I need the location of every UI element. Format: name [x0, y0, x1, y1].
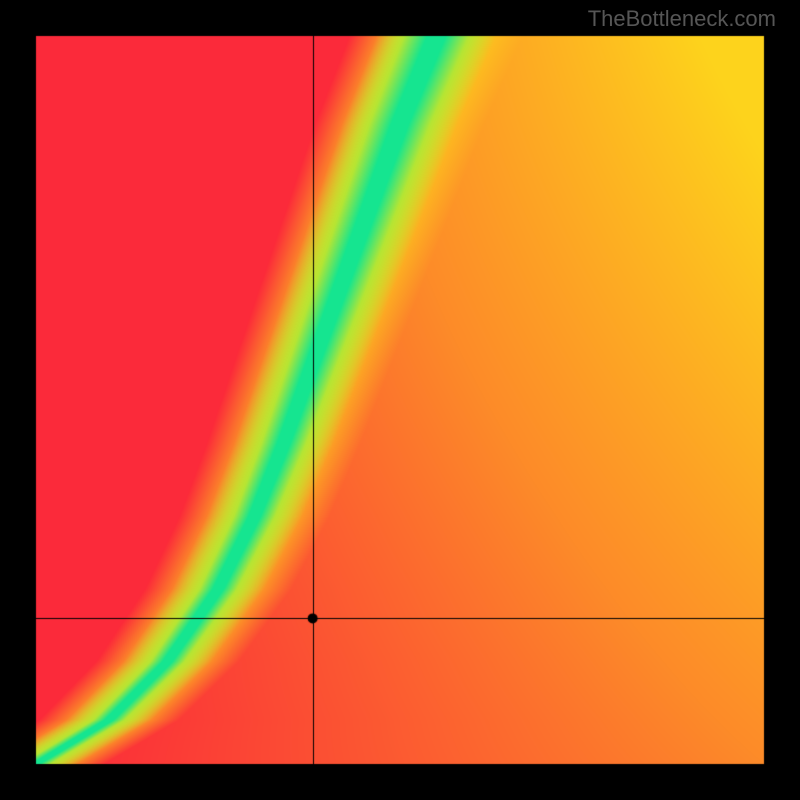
bottleneck-heatmap	[0, 0, 800, 800]
watermark-text: TheBottleneck.com	[588, 6, 776, 32]
